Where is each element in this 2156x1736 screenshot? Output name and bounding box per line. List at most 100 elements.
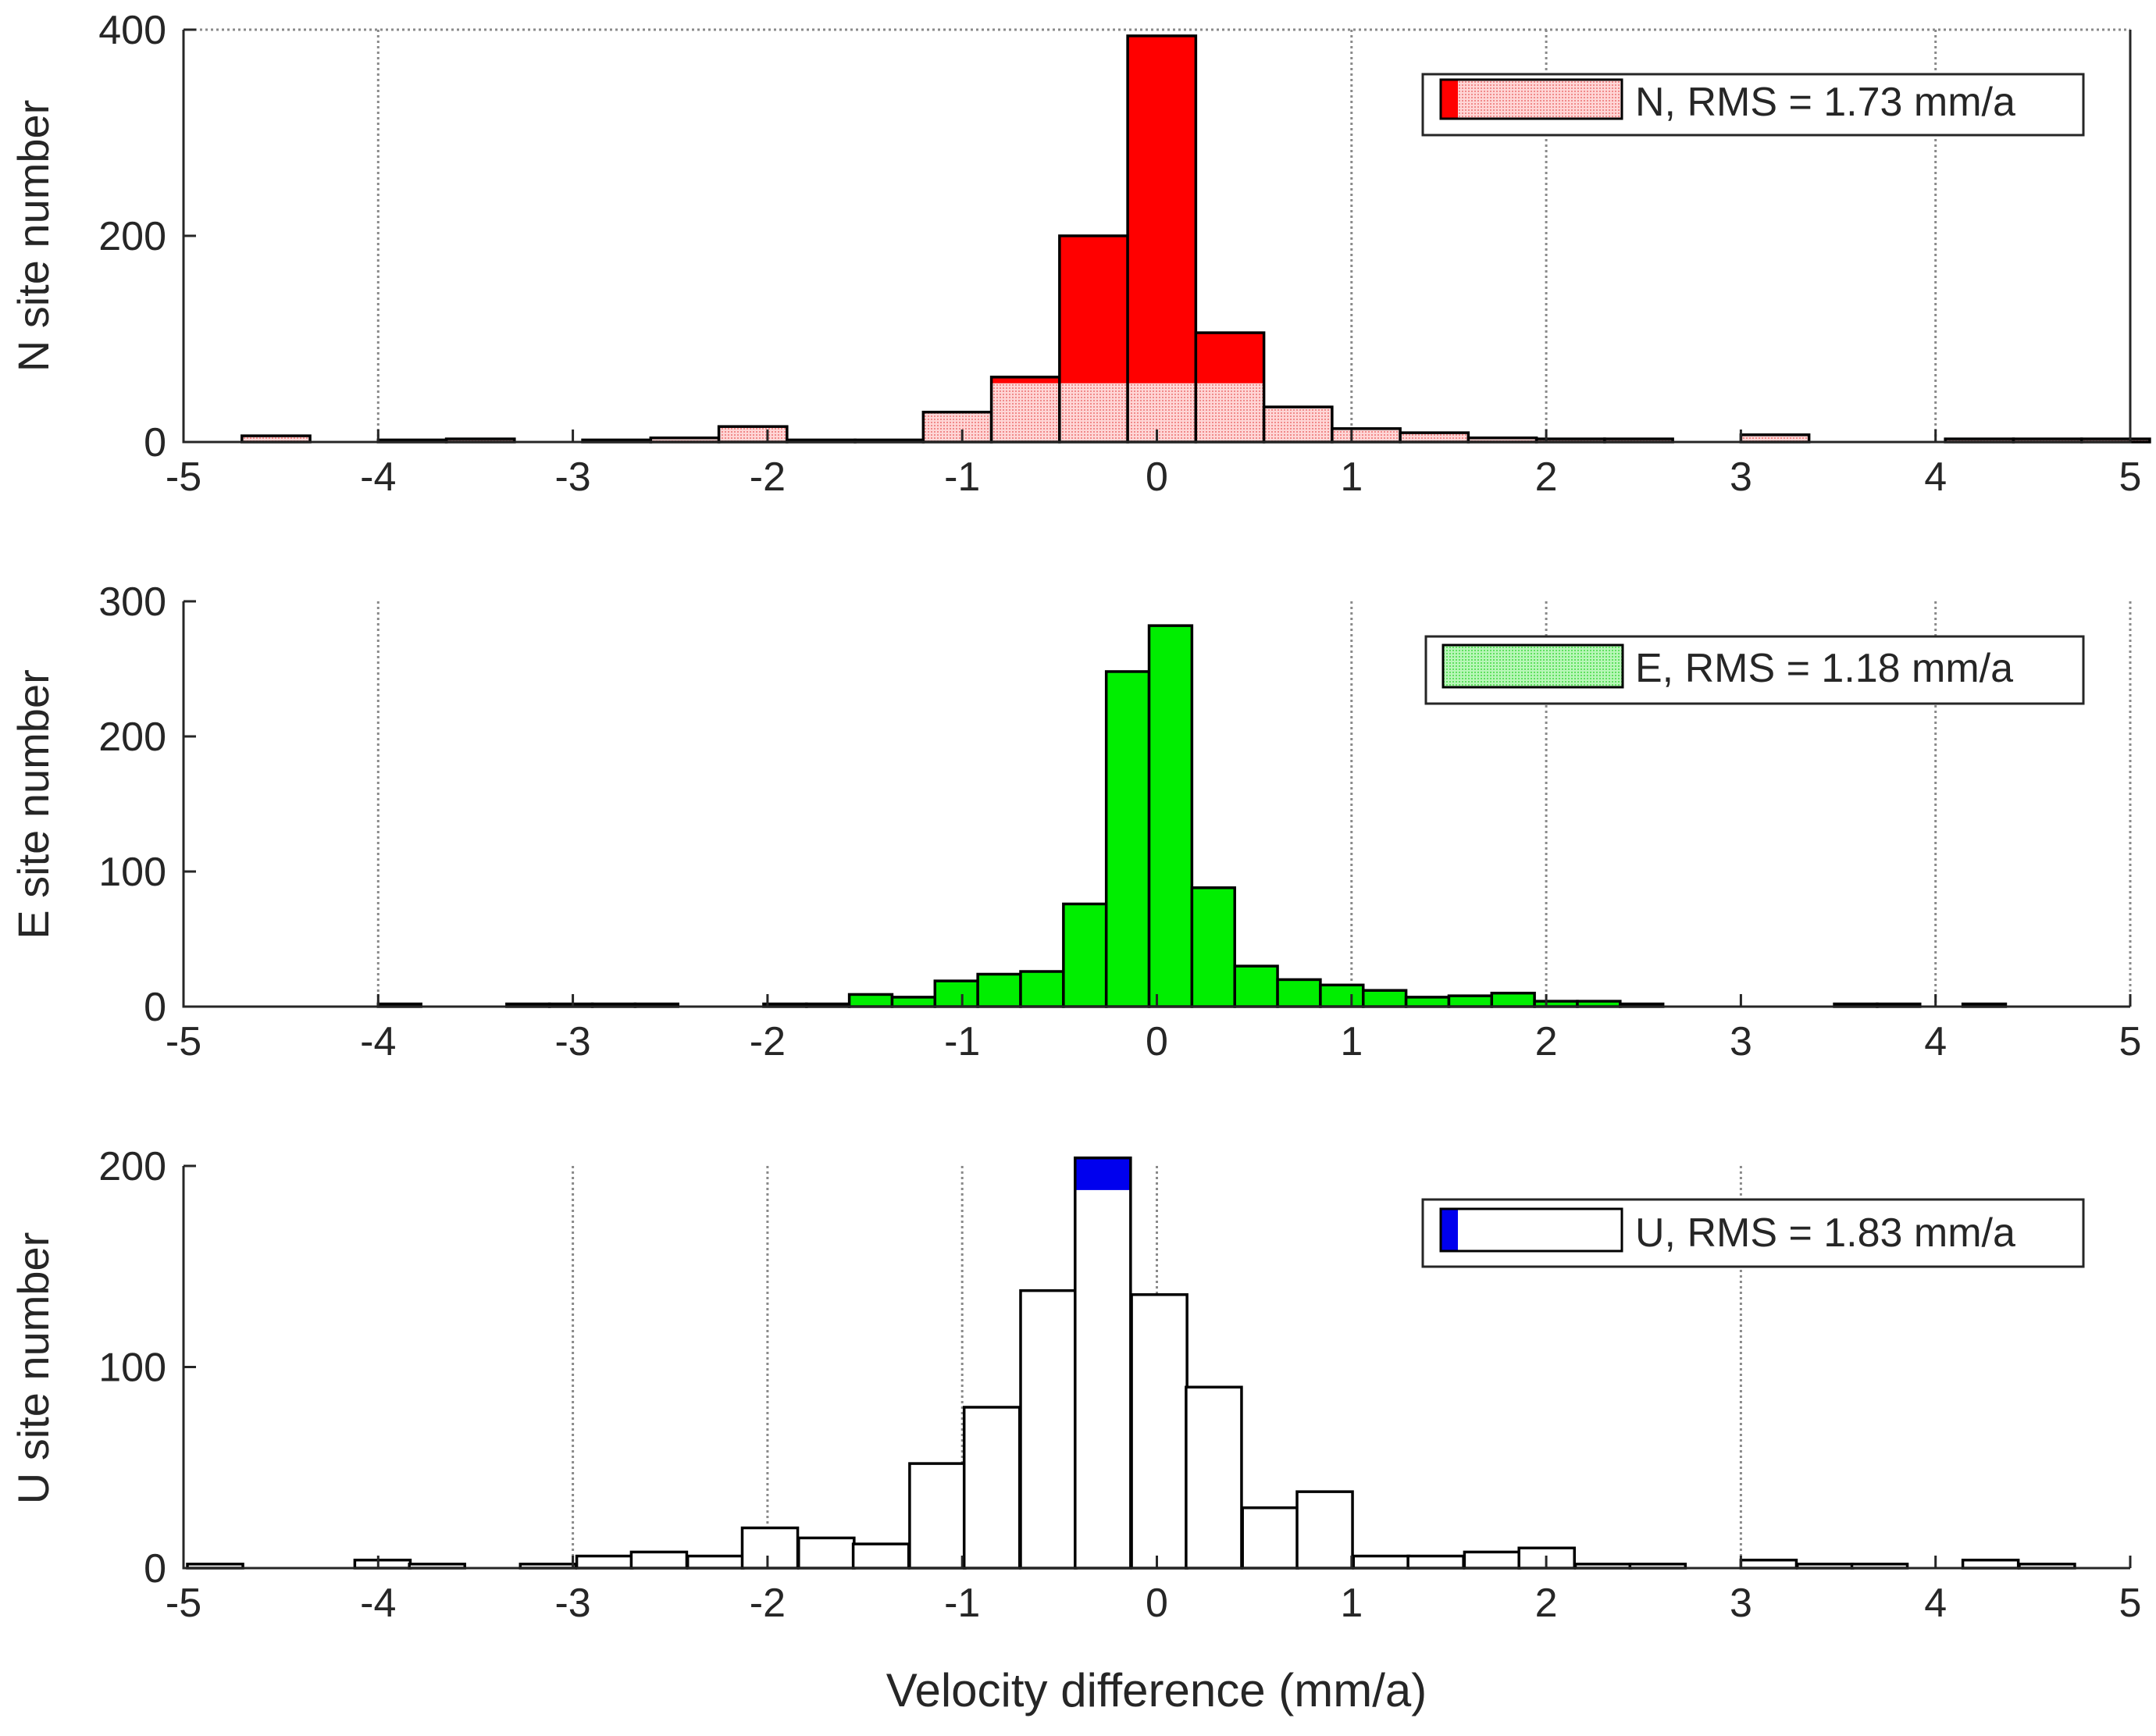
panel-u-bar-hatch <box>1074 1189 1131 1568</box>
panel-e-bar-fill <box>978 974 1021 1007</box>
panel-u-bar <box>851 1542 911 1570</box>
panel-u-x-tick-label: 5 <box>2119 1581 2142 1626</box>
panel-u-bar-hatch <box>187 1563 244 1568</box>
panel-u-bar-hatch <box>1741 1560 1797 1568</box>
panel-n-x-tick-label: 5 <box>2119 454 2142 500</box>
panel-u-bar <box>1463 1550 1522 1570</box>
panel-u-bar <box>1074 1156 1132 1570</box>
panel-e-bar-fill <box>892 996 935 1007</box>
panel-n-bar-hatch <box>1604 439 1673 442</box>
panel-e-legend-swatch-hatch <box>1443 645 1623 687</box>
panel-n-y-tick-label: 0 <box>144 420 166 465</box>
panel-n-legend-swatch-hatch <box>1458 80 1622 119</box>
panel-e-bar <box>1062 902 1108 1008</box>
panel-u-bar <box>1352 1554 1411 1570</box>
panel-e-bar <box>847 993 894 1008</box>
panel-e-x-tick-label: -5 <box>166 1019 201 1064</box>
panel-u-x-tick-label: -3 <box>554 1581 590 1626</box>
panel-n-bar <box>1058 234 1129 444</box>
panel-n-legend-label: N, RMS = 1.73 mm/a <box>1635 80 2015 125</box>
panel-u-x-tick-label: 0 <box>1146 1581 1168 1626</box>
panel-n-x-tick-label: -5 <box>166 454 201 500</box>
panel-n-x-tick-label: -3 <box>554 454 590 500</box>
panel-e-bar <box>1319 983 1365 1008</box>
panel-e-bar-fill <box>1106 671 1149 1007</box>
panel-u-bar-hatch <box>1962 1560 2019 1568</box>
panel-u-bar <box>962 1406 1021 1570</box>
panel-e-bar-fill <box>1063 904 1107 1007</box>
panel-u-x-tick-label: 1 <box>1340 1581 1363 1626</box>
panel-u-legend: U, RMS = 1.83 mm/a <box>1421 1198 2085 1268</box>
panel-u-bar-hatch <box>576 1556 633 1568</box>
panel-n-x-tick-label: -2 <box>750 454 786 500</box>
panel-u-bar <box>1961 1558 2020 1570</box>
panel-e-bar <box>1490 991 1536 1008</box>
panel-u-legend-label: U, RMS = 1.83 mm/a <box>1635 1210 2015 1256</box>
panel-e-bar-fill <box>1192 887 1235 1007</box>
panel-n-bar <box>989 376 1061 444</box>
panel-n-bar-hatch <box>1400 433 1469 442</box>
panel-e-legend: E, RMS = 1.18 mm/a <box>1424 635 2085 705</box>
panel-u-bar-hatch <box>409 1563 465 1568</box>
panel-n-legend-swatch-solid <box>1441 80 1458 119</box>
panel-n-legend-swatch-border <box>1439 78 1623 120</box>
panel-n-bar-hatch <box>1945 439 2014 442</box>
panel-e-x-tick-label: 0 <box>1146 1019 1168 1064</box>
panel-e-bar-fill <box>1278 979 1320 1007</box>
panel-e-bar <box>1276 978 1322 1008</box>
panel-e-x-tick-label: 3 <box>1730 1019 1752 1064</box>
panel-n-x-tick-label: 3 <box>1730 454 1752 500</box>
panel-e-legend-label: E, RMS = 1.18 mm/a <box>1635 646 2013 691</box>
panel-e-bar-fill <box>1363 990 1406 1007</box>
panel-u-x-tick-label: -1 <box>944 1581 980 1626</box>
panel-n-y-tick-label: 200 <box>98 214 166 259</box>
panel-u-bar-hatch <box>1797 1563 1853 1568</box>
panel-n-bar-fill <box>1128 35 1196 443</box>
panel-u-x-tick-label: -2 <box>750 1581 786 1626</box>
panel-e-x-tick-label: -4 <box>360 1019 396 1064</box>
panel-n-bar-hatch <box>1059 383 1128 442</box>
panel-u-bar <box>1185 1385 1243 1570</box>
panel-e-bars <box>376 624 2008 1008</box>
panel-e-bar-fill <box>935 981 978 1007</box>
panel-n-bar-hatch <box>718 426 787 442</box>
panel-n-bar-hatch <box>241 436 311 442</box>
panel-e-ticks: -5 -4 -3 -2 -1 0 1 2 3 4 5 0 100 200 300 <box>98 579 2141 1064</box>
panel-u-bar-hatch <box>742 1527 798 1568</box>
panel-n-bar <box>921 410 993 444</box>
panel-e-bar-fill <box>1449 996 1492 1007</box>
panel-e-y-tick-label: 300 <box>98 579 166 625</box>
panel-e-x-tick-label: 4 <box>1924 1019 1947 1064</box>
panel-u-bar-hatch <box>355 1560 411 1568</box>
panel-u-bar-hatch <box>853 1544 909 1568</box>
panel-u-bar <box>629 1550 689 1570</box>
panel-n-bar-hatch <box>1331 428 1401 442</box>
panel-u: -5 -4 -3 -2 -1 0 1 2 3 4 5 0 100 200 U site number U,… <box>9 1144 2141 1626</box>
panel-u-bar <box>797 1536 856 1570</box>
panel-n: -5 -4 -3 -2 -1 0 1 2 3 4 5 0 200 400 N site number N,… <box>9 8 2151 500</box>
panel-e-x-tick-label: 5 <box>2119 1019 2142 1064</box>
panel-u-ticks: -5 -4 -3 -2 -1 0 1 2 3 4 5 0 100 200 <box>98 1144 2141 1626</box>
panel-u-bar-hatch <box>1020 1290 1077 1568</box>
panel-e: -5 -4 -3 -2 -1 0 1 2 3 4 5 0 100 200 300 E site number… <box>9 579 2141 1064</box>
panel-n-grid <box>184 28 2130 442</box>
panel-n-bar-hatch <box>1196 383 1264 442</box>
panel-n-x-tick-label: 2 <box>1535 454 1558 500</box>
panel-n-bar-hatch <box>2013 439 2082 442</box>
panel-u-bar-hatch <box>1851 1563 1908 1568</box>
panel-n-bar-hatch <box>1468 437 1537 442</box>
panel-e-bar <box>1233 964 1279 1008</box>
panel-e-x-tick-label: -1 <box>944 1019 980 1064</box>
panel-n-y-tick-label: 400 <box>98 8 166 53</box>
panel-u-legend-swatch-border <box>1439 1207 1623 1253</box>
panel-u-bars <box>186 1156 2076 1570</box>
panel-n-bar-hatch <box>923 412 992 442</box>
panel-e-bar <box>1190 886 1236 1008</box>
panel-u-x-tick-label: -5 <box>166 1581 201 1626</box>
panel-e-x-tick-label: 2 <box>1535 1019 1558 1064</box>
panel-n-ylabel: N site number <box>9 100 58 373</box>
panel-e-bar-fill <box>1406 996 1449 1007</box>
panel-n-legend: N, RMS = 1.73 mm/a <box>1421 73 2085 137</box>
panel-u-bar <box>908 1462 967 1570</box>
